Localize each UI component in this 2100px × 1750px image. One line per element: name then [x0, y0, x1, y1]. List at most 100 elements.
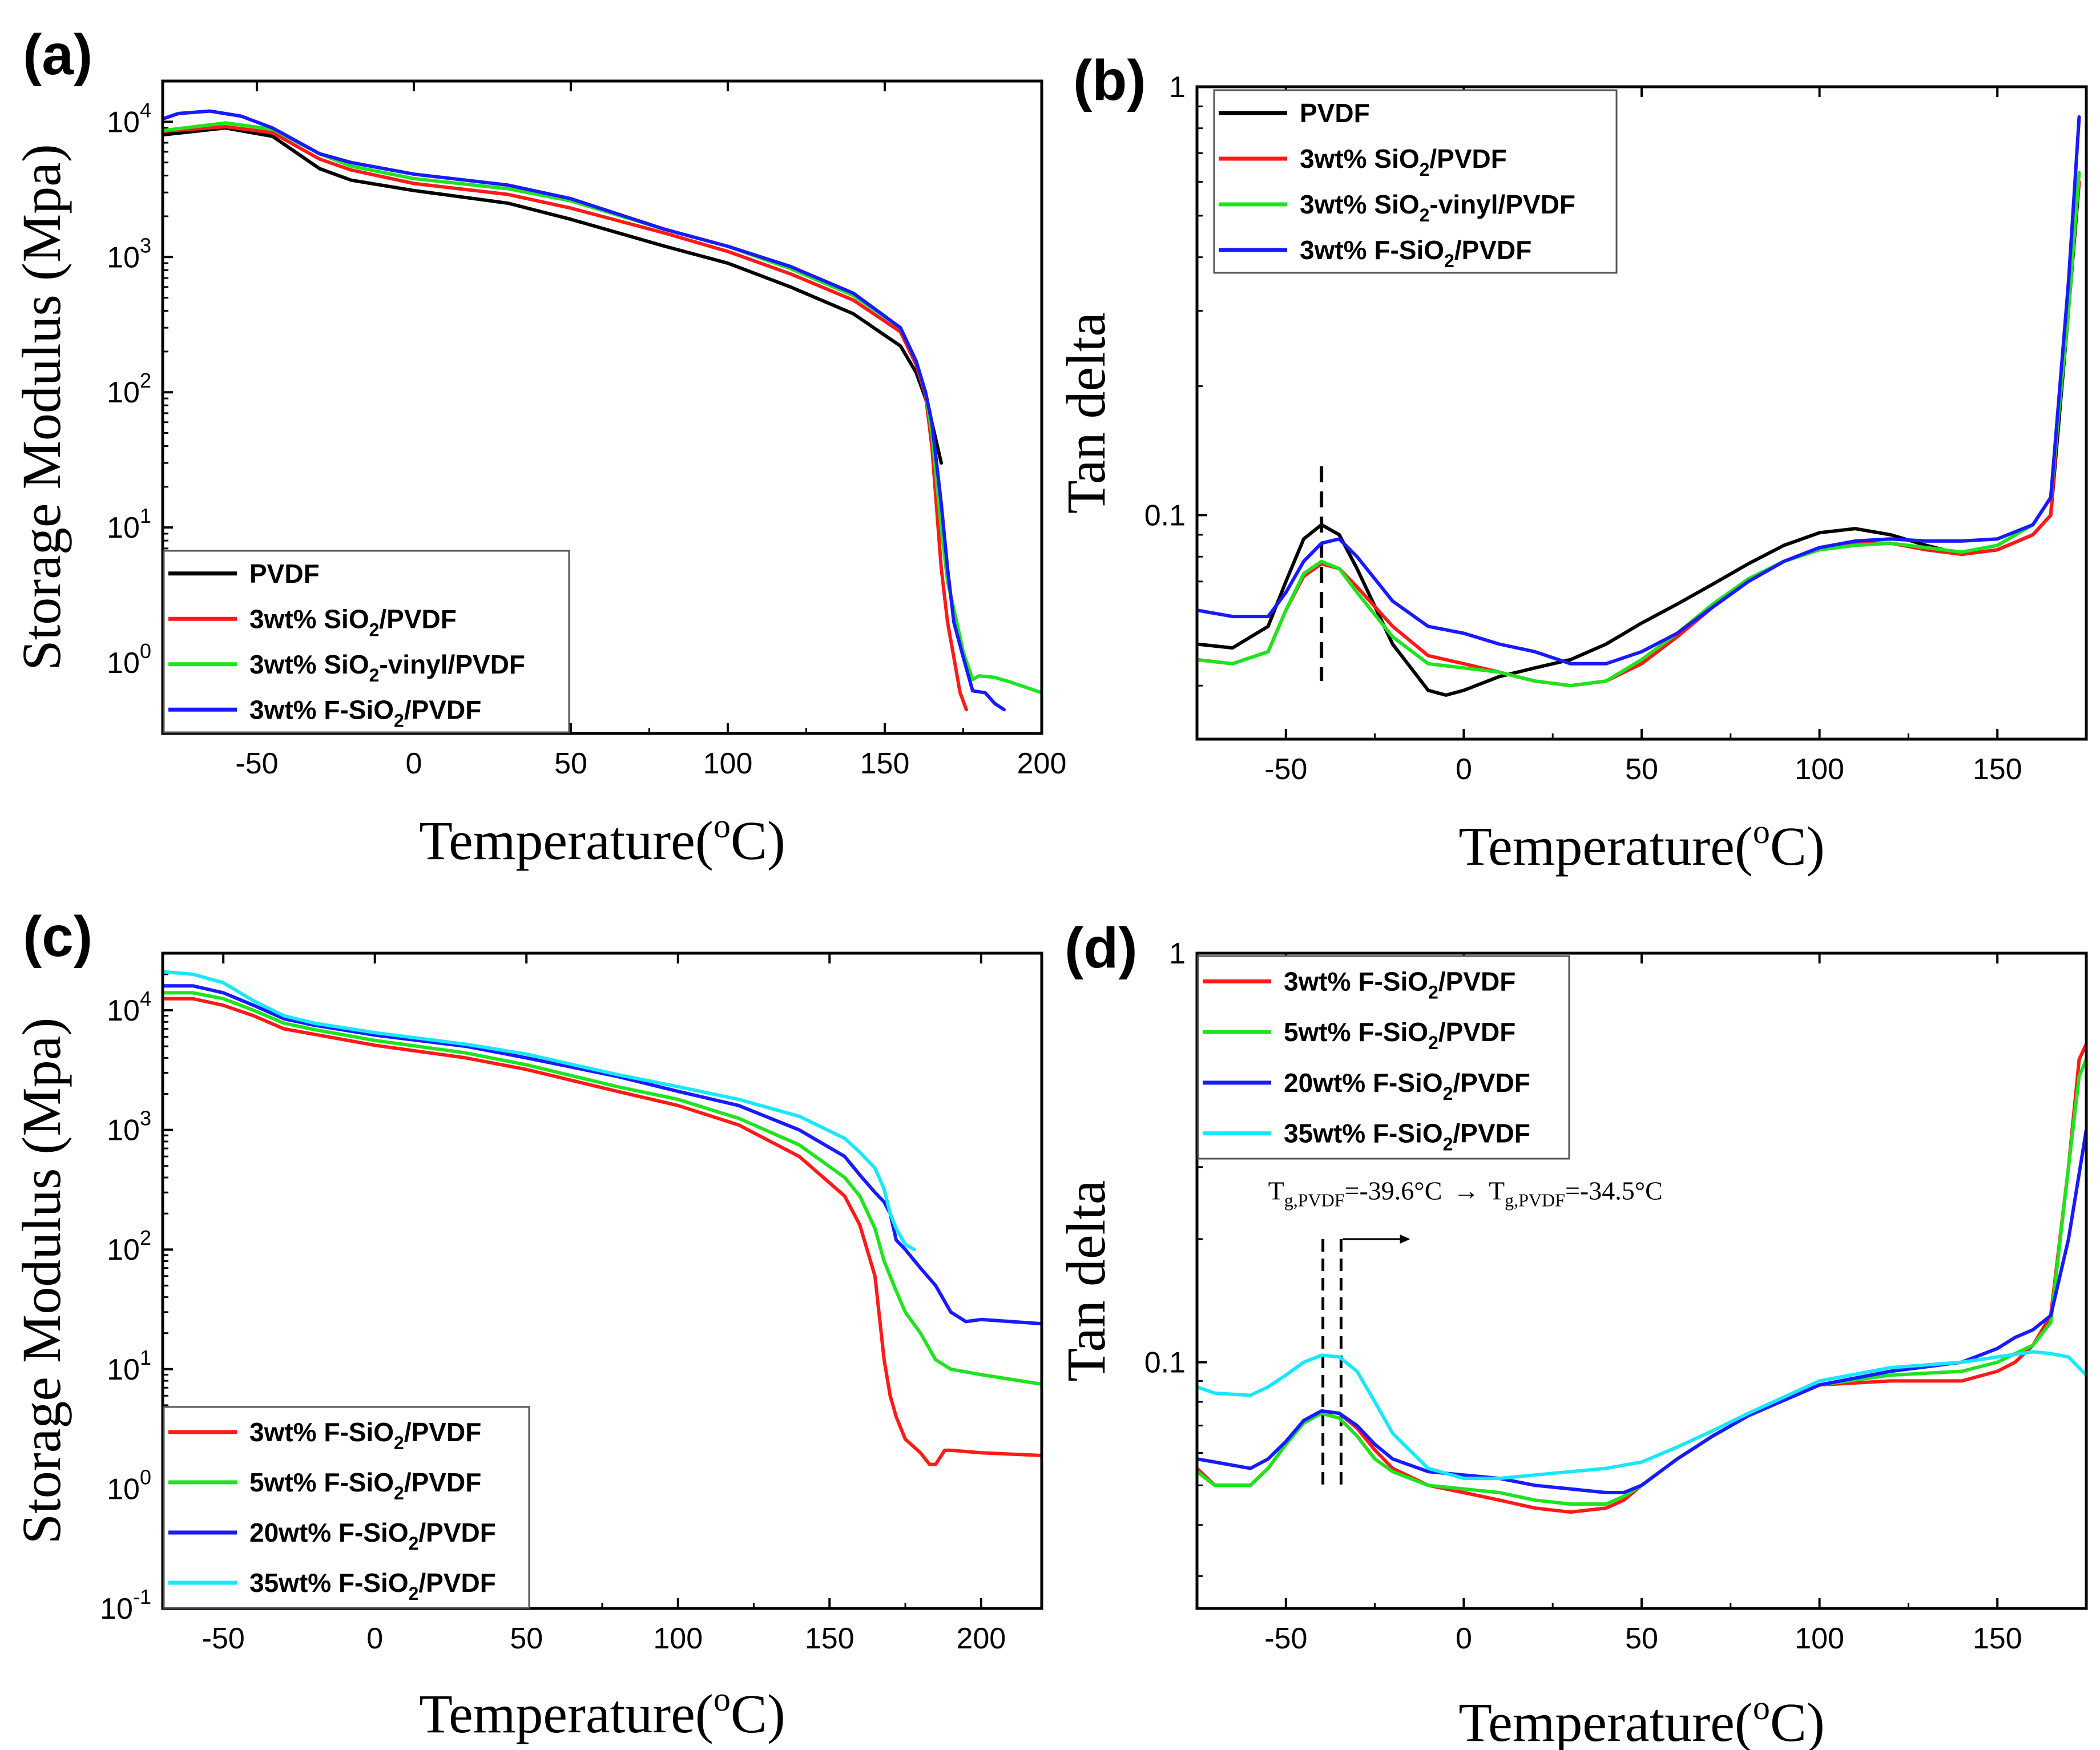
series-line-4: [163, 109, 1006, 712]
legend-label: 3wt% SiO2/PVDF: [1300, 144, 1507, 180]
tg-annotation-right: Tg,PVDF=-34.5°C: [1489, 1176, 1663, 1210]
legend-label: 35wt% F-SiO2/PVDF: [1284, 1119, 1530, 1155]
legend-label: PVDF: [249, 559, 320, 588]
panel-letter: (b): [1073, 49, 1146, 112]
series-line-1: [163, 126, 943, 465]
x-tick-label: 0: [1456, 1622, 1472, 1655]
legend-label: 5wt% F-SiO2/PVDF: [1284, 1017, 1515, 1053]
y-axis-title: Tan delta: [1055, 1180, 1116, 1381]
y-tick-label: 0.1: [1144, 499, 1186, 533]
x-axis-title: Temperature(oC): [1458, 1689, 1825, 1750]
legend-box: [163, 550, 570, 733]
y-axis-title: Storage Modulus (Mpa): [11, 144, 72, 671]
y-tick-label: 100: [107, 1465, 151, 1506]
legend-label: 3wt% SiO2-vinyl/PVDF: [1300, 189, 1575, 225]
tg-annotation-left: Tg,PVDF=-39.6°C: [1268, 1176, 1442, 1210]
plot-frame: [161, 951, 1043, 1610]
x-tick-label: -50: [1264, 1622, 1307, 1655]
plot-area: [163, 109, 1042, 712]
x-tick-label: 100: [1795, 753, 1844, 786]
panel-letter: (a): [23, 23, 92, 87]
y-axis-title: Storage Modulus (Mpa): [11, 1018, 72, 1545]
plot-area: [1197, 115, 2081, 697]
legend-label: PVDF: [1300, 98, 1370, 128]
y-tick-label: 1: [1169, 71, 1186, 104]
x-axis-title: Temperature(oC): [419, 1680, 785, 1744]
y-tick-label: 0.1: [1144, 1346, 1186, 1380]
plot-area: [163, 970, 1042, 1466]
y-tick-label: 100: [107, 639, 151, 680]
y-tick-label: 101: [107, 1346, 151, 1386]
x-axis-title: Temperature(oC): [419, 807, 785, 871]
series-line-4: [1197, 115, 2081, 666]
x-tick-label: 200: [1017, 747, 1067, 780]
series-line-2: [1197, 180, 2081, 688]
legend-label: 20wt% F-SiO2/PVDF: [1284, 1068, 1530, 1104]
panel-d: (d) -50 0 50 100 150 0.1 1 Temperature(oC) Tan de…: [1055, 916, 2088, 1750]
panel-c: (c) -50 0 50 100 150 200 10-1 100 101 102 103 104 Tem…: [11, 905, 1043, 1744]
plot-frame: [1195, 85, 2088, 741]
legend-box: [163, 1406, 530, 1609]
series-line-2: [163, 991, 1042, 1386]
legend: PVDF 3wt% SiO2/PVDF 3wt% SiO2-vinyl/PVDF 3w…: [1213, 89, 1618, 274]
series-line-2: [163, 124, 968, 712]
panel-b: (b) -50 0 50 100 150 0.1 1 Temperature(oC) Tan de…: [1055, 49, 2088, 877]
x-tick-label: 150: [860, 747, 910, 780]
x-tick-label: -50: [1264, 753, 1307, 786]
legend-label: 3wt% SiO2-vinyl/PVDF: [249, 650, 525, 686]
y-tick-label: 10-1: [100, 1585, 151, 1626]
x-tick-label: 100: [653, 1622, 703, 1655]
panel-letter: (c): [23, 905, 92, 969]
x-tick-label: 100: [1795, 1622, 1844, 1655]
series-line-4: [163, 970, 916, 1252]
legend-label: 3wt% F-SiO2/PVDF: [1284, 966, 1515, 1002]
legend-label: 3wt% F-SiO2/PVDF: [249, 695, 481, 731]
x-tick-label: 150: [805, 1622, 854, 1655]
panel-a: (a) -50 0 50 100 150 200 100 101 102 103 104 Tempera…: [11, 23, 1066, 871]
x-tick-label: 100: [703, 747, 753, 780]
panel-letter: (d): [1065, 916, 1138, 980]
legend-label: 3wt% F-SiO2/PVDF: [1300, 235, 1531, 271]
series-line-3: [1197, 1128, 2086, 1494]
legend-box: [1197, 955, 1570, 1160]
shift-arrow-head: [1400, 1234, 1410, 1244]
legend-label: 5wt% F-SiO2/PVDF: [249, 1467, 481, 1503]
x-tick-label: 0: [366, 1622, 383, 1655]
y-tick-label: 104: [107, 98, 151, 139]
y-axis-title: Tan delta: [1055, 312, 1116, 514]
series-line-1: [163, 997, 1042, 1466]
x-tick-label: 150: [1973, 753, 2022, 786]
legend-label: 3wt% F-SiO2/PVDF: [249, 1417, 481, 1453]
plot-frame: [1195, 951, 2088, 1610]
y-tick-label: 103: [107, 233, 151, 274]
y-tick-label: 102: [107, 1226, 151, 1267]
legend: 3wt% F-SiO2/PVDF 5wt% F-SiO2/PVDF 20wt% F-…: [1197, 955, 1570, 1160]
x-tick-label: 200: [956, 1622, 1006, 1655]
legend: 3wt% F-SiO2/PVDF 5wt% F-SiO2/PVDF 20wt% F-…: [163, 1406, 530, 1609]
y-tick-label: 102: [107, 369, 151, 409]
legend-label: 3wt% SiO2/PVDF: [249, 604, 457, 640]
y-tick-label: 103: [107, 1107, 151, 1147]
x-axis-title: Temperature(oC): [1458, 813, 1825, 877]
series-line-4: [1197, 1350, 2086, 1481]
x-tick-label: 50: [510, 1622, 543, 1655]
annotation-arrow: →: [1453, 1176, 1480, 1205]
x-tick-label: -50: [202, 1622, 245, 1655]
legend-box: [1213, 89, 1618, 274]
x-tick-label: 150: [1973, 1622, 2022, 1655]
x-tick-label: 50: [1625, 753, 1658, 786]
x-tick-label: 0: [1456, 753, 1472, 786]
legend-label: 20wt% F-SiO2/PVDF: [249, 1518, 496, 1554]
legend: PVDF 3wt% SiO2/PVDF 3wt% SiO2-vinyl/PVDF 3w…: [163, 550, 570, 733]
x-tick-label: 50: [554, 747, 587, 780]
series-line-3: [163, 984, 1042, 1326]
plot-frame: [161, 79, 1043, 735]
x-tick-label: 50: [1625, 1622, 1658, 1655]
x-tick-label: -50: [235, 747, 278, 780]
plot-area: [1197, 1042, 2086, 1514]
legend-label: 35wt% F-SiO2/PVDF: [249, 1568, 496, 1604]
y-tick-label: 1: [1169, 937, 1186, 970]
y-tick-label: 101: [107, 504, 151, 545]
x-tick-label: 0: [406, 747, 422, 780]
